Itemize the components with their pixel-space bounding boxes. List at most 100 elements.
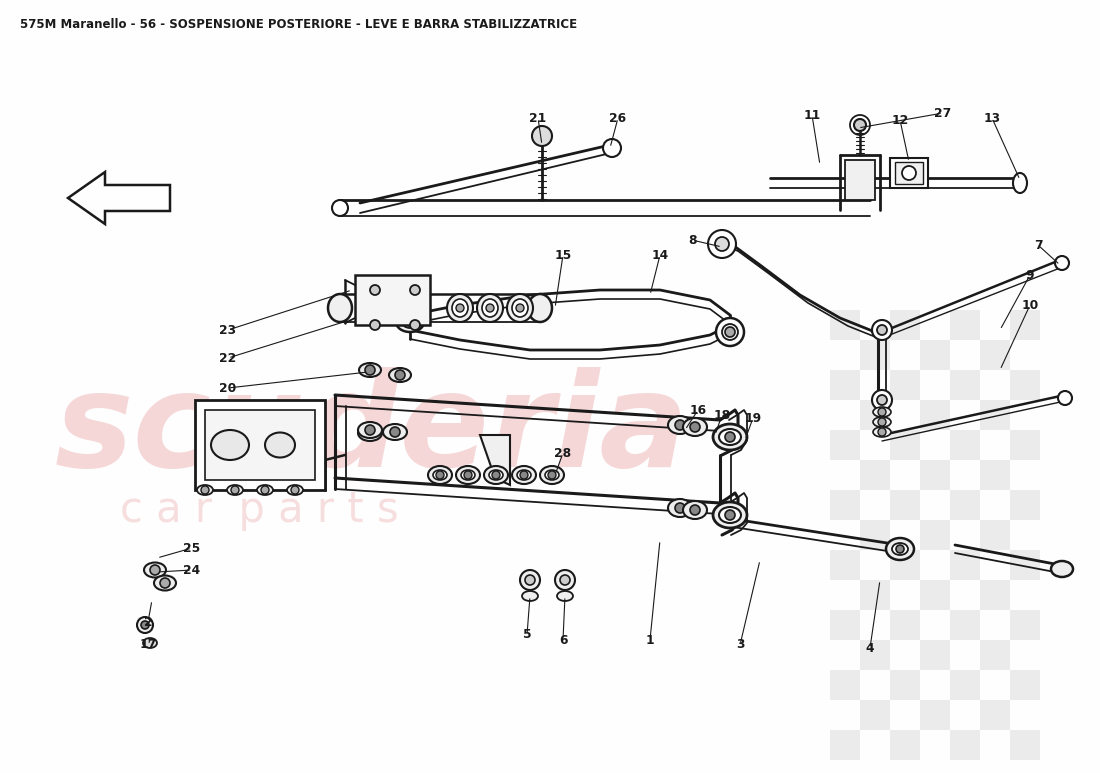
Ellipse shape — [873, 407, 891, 417]
Bar — [890, 490, 920, 520]
Circle shape — [548, 471, 556, 479]
Circle shape — [877, 395, 887, 405]
Ellipse shape — [143, 638, 157, 648]
Circle shape — [675, 420, 685, 430]
Text: 23: 23 — [219, 323, 236, 336]
Bar — [950, 670, 980, 700]
Circle shape — [201, 486, 209, 494]
Bar — [920, 580, 950, 610]
Text: 11: 11 — [803, 108, 821, 121]
Ellipse shape — [154, 576, 176, 591]
Ellipse shape — [402, 316, 418, 328]
Text: 3: 3 — [736, 638, 745, 652]
Ellipse shape — [873, 427, 891, 437]
Circle shape — [486, 304, 494, 312]
Ellipse shape — [1013, 173, 1027, 193]
Ellipse shape — [461, 470, 475, 480]
Text: 18: 18 — [714, 408, 730, 421]
Ellipse shape — [328, 294, 352, 322]
Bar — [980, 640, 1010, 670]
Ellipse shape — [517, 470, 531, 480]
Circle shape — [896, 545, 904, 553]
Text: 25: 25 — [184, 542, 200, 554]
Bar — [890, 310, 920, 340]
Text: 21: 21 — [529, 111, 547, 124]
Ellipse shape — [257, 485, 273, 495]
Text: 16: 16 — [690, 404, 706, 417]
Circle shape — [525, 575, 535, 585]
Bar — [845, 160, 875, 200]
Bar — [890, 158, 928, 188]
Bar — [1010, 310, 1040, 340]
Bar — [205, 410, 315, 480]
Bar — [195, 400, 324, 490]
Circle shape — [365, 428, 375, 438]
Circle shape — [292, 486, 299, 494]
Ellipse shape — [287, 485, 303, 495]
Bar — [950, 610, 980, 640]
Text: 8: 8 — [688, 233, 696, 247]
Bar — [895, 162, 923, 184]
Ellipse shape — [396, 312, 424, 332]
Ellipse shape — [265, 433, 295, 458]
Ellipse shape — [522, 591, 538, 601]
Ellipse shape — [456, 466, 480, 484]
Text: 575M Maranello - 56 - SOSPENSIONE POSTERIORE - LEVE E BARRA STABILIZZATRICE: 575M Maranello - 56 - SOSPENSIONE POSTER… — [20, 18, 578, 31]
Ellipse shape — [713, 502, 747, 528]
Ellipse shape — [668, 499, 692, 517]
Ellipse shape — [482, 299, 498, 317]
Circle shape — [516, 304, 524, 312]
Ellipse shape — [332, 200, 348, 216]
Polygon shape — [480, 435, 510, 485]
Circle shape — [725, 432, 735, 442]
Bar — [920, 520, 950, 550]
Text: 9: 9 — [1025, 268, 1034, 281]
Circle shape — [854, 119, 866, 131]
Ellipse shape — [484, 466, 508, 484]
Bar — [920, 640, 950, 670]
Circle shape — [395, 370, 405, 380]
Circle shape — [715, 237, 729, 251]
Circle shape — [725, 510, 735, 520]
Ellipse shape — [512, 466, 536, 484]
Bar — [860, 400, 890, 430]
Bar — [890, 430, 920, 460]
Text: 12: 12 — [891, 114, 909, 127]
Bar — [1010, 370, 1040, 400]
Circle shape — [872, 320, 892, 340]
Text: 20: 20 — [219, 382, 236, 394]
Ellipse shape — [668, 416, 692, 434]
Bar — [890, 610, 920, 640]
Ellipse shape — [477, 294, 503, 322]
Ellipse shape — [433, 470, 447, 480]
Circle shape — [520, 471, 528, 479]
Ellipse shape — [528, 294, 552, 322]
Bar — [950, 550, 980, 580]
Bar — [980, 340, 1010, 370]
Ellipse shape — [358, 425, 382, 441]
Ellipse shape — [389, 368, 411, 382]
Circle shape — [365, 365, 375, 375]
Ellipse shape — [490, 470, 503, 480]
Circle shape — [456, 304, 464, 312]
Bar — [860, 520, 890, 550]
Circle shape — [138, 617, 153, 633]
Bar — [920, 460, 950, 490]
Ellipse shape — [211, 430, 249, 460]
Ellipse shape — [719, 507, 741, 523]
Bar — [860, 580, 890, 610]
Ellipse shape — [873, 417, 891, 427]
Circle shape — [725, 327, 735, 337]
Ellipse shape — [358, 422, 382, 438]
Bar — [980, 520, 1010, 550]
Bar — [890, 730, 920, 760]
Bar — [1010, 430, 1040, 460]
Ellipse shape — [428, 466, 452, 484]
Bar — [920, 340, 950, 370]
Ellipse shape — [886, 538, 914, 560]
Bar — [860, 700, 890, 730]
Bar — [860, 460, 890, 490]
Text: 6: 6 — [559, 634, 568, 646]
Bar — [1010, 670, 1040, 700]
Text: 22: 22 — [219, 352, 236, 365]
